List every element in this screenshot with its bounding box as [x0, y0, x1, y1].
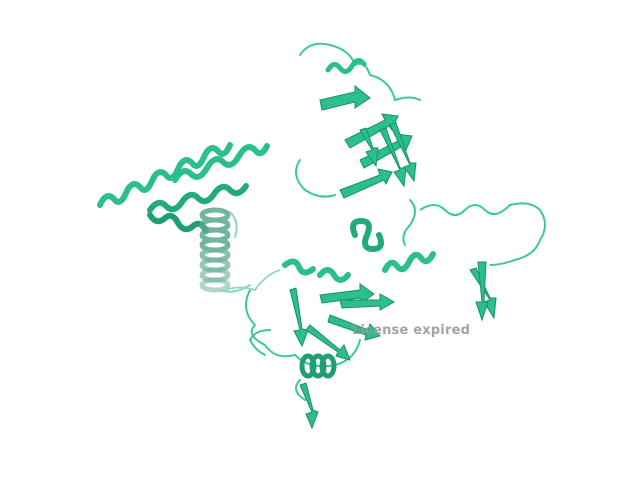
- beta-sheet-domain-upper: [295, 42, 421, 253]
- beta-hairpin-right: [469, 261, 497, 322]
- beta-strands-upper: [319, 84, 417, 199]
- helix-top: [325, 58, 367, 74]
- linker-stalk: [224, 269, 281, 292]
- helix-lower-coil: [299, 353, 337, 379]
- beta-hairpin-bottom: [299, 382, 319, 430]
- helix-1: [97, 142, 233, 208]
- helix-4: [147, 212, 209, 234]
- helix-stalk: [199, 207, 231, 293]
- loop-lower-2: [248, 329, 306, 401]
- loop-upper-2: [295, 159, 416, 246]
- helix-bundle-domain: [97, 142, 270, 293]
- loop-1: [219, 211, 251, 293]
- helix-lower-top: [282, 258, 351, 283]
- loop-lower: [245, 289, 361, 368]
- helix-middle: [382, 251, 436, 273]
- helix-3: [172, 143, 270, 183]
- helix-upper-lower: [350, 217, 384, 253]
- license-watermark: License expired: [352, 323, 471, 338]
- beta-strands-lower: [289, 283, 396, 361]
- linker-loop: [419, 202, 546, 266]
- beta-sheet-domain-lower: [245, 258, 396, 430]
- helix-2: [147, 183, 249, 213]
